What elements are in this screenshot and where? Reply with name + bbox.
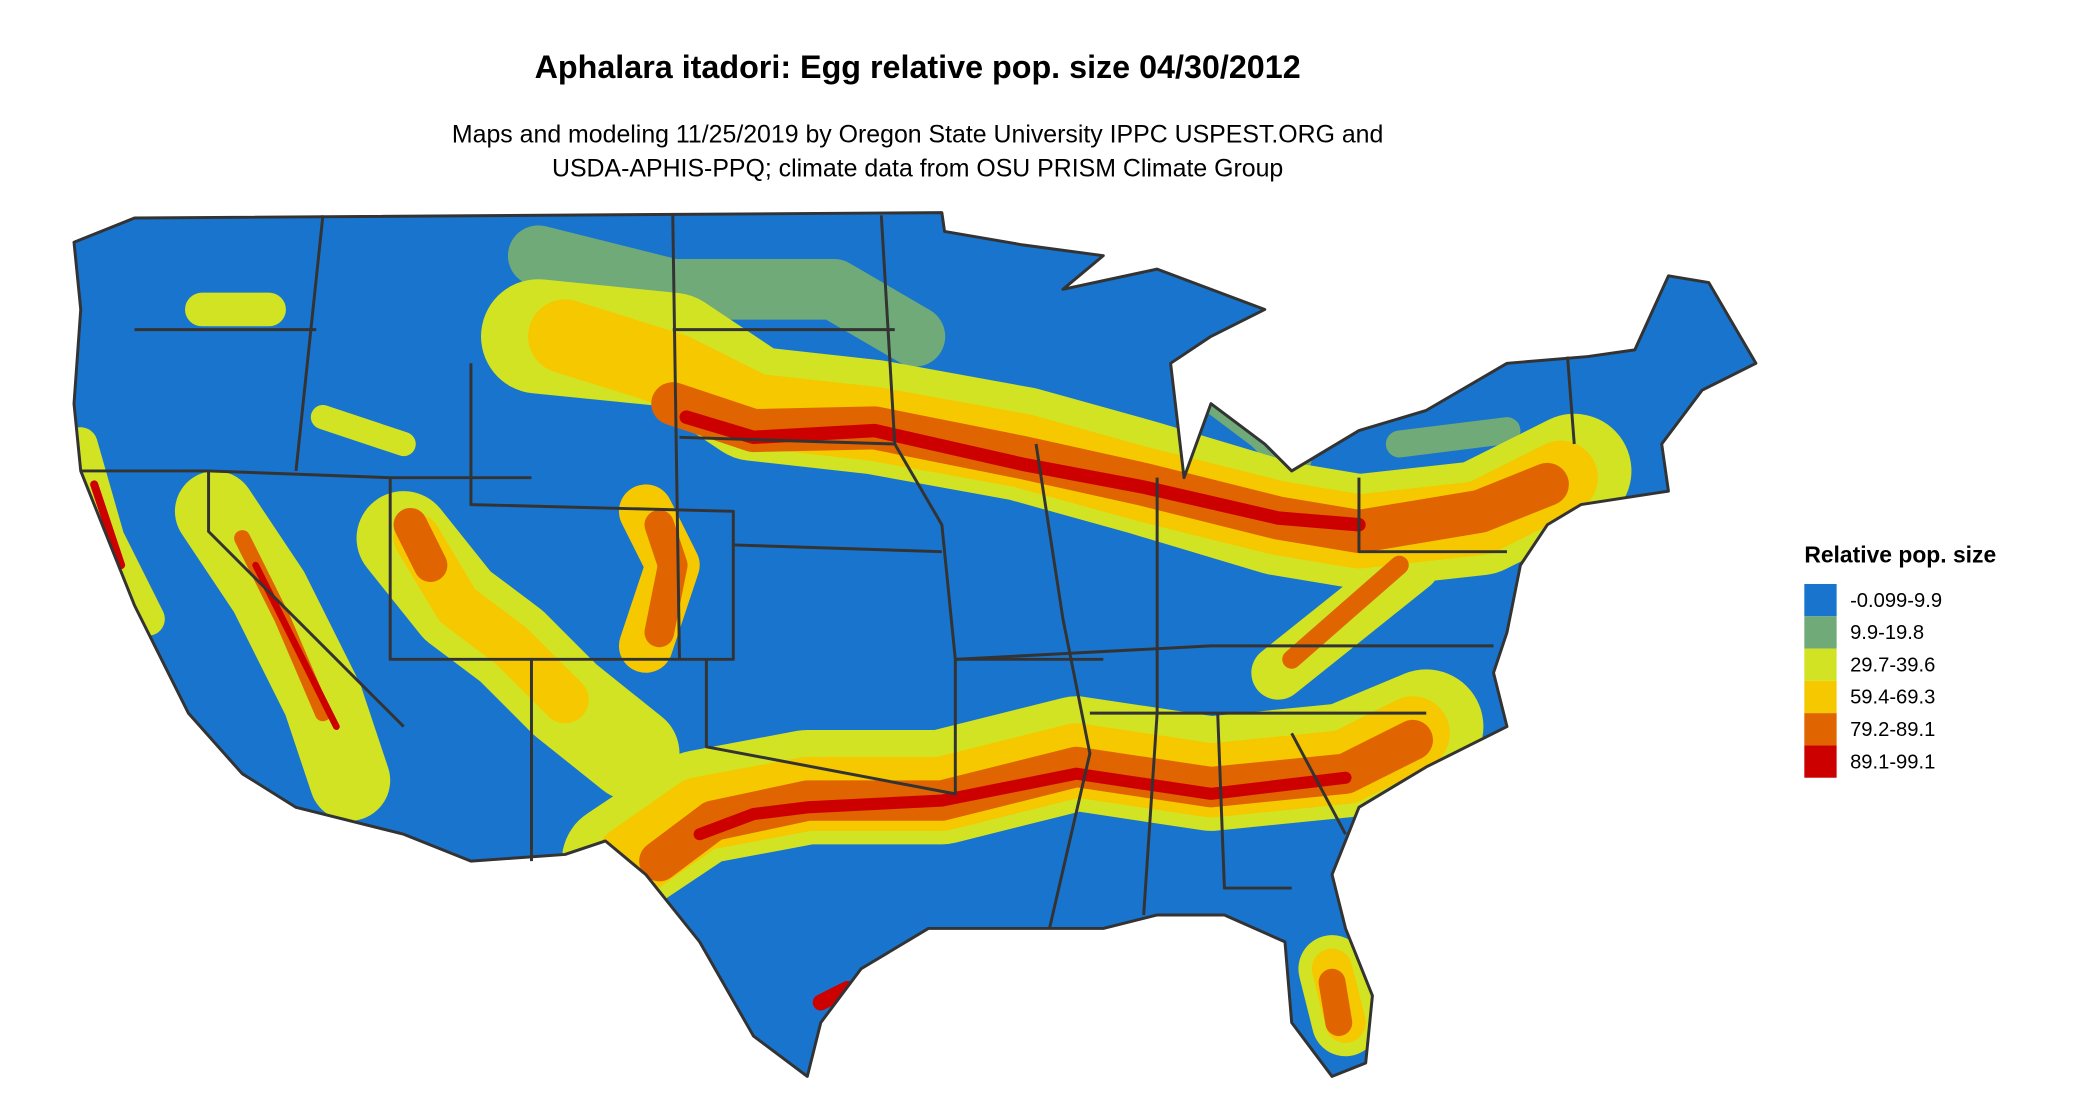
map-title: Aphalara itadori: Egg relative pop. size… xyxy=(535,49,1301,85)
legend-swatch xyxy=(1804,616,1837,649)
map-subtitle-line-1: Maps and modeling 11/25/2019 by Oregon S… xyxy=(452,121,1383,149)
legend-swatch xyxy=(1804,745,1837,778)
legend-label: 89.1-99.1 xyxy=(1850,751,1935,773)
legend-title: Relative pop. size xyxy=(1804,541,1996,567)
state-borders xyxy=(72,211,1758,1078)
us-map xyxy=(72,211,1758,1078)
legend-label: -0.099-9.9 xyxy=(1850,590,1942,612)
legend-label: 79.2-89.1 xyxy=(1850,719,1935,741)
legend-label: 29.7-39.6 xyxy=(1850,654,1935,676)
legend-label: 9.9-19.8 xyxy=(1850,622,1924,644)
legend-swatch xyxy=(1804,680,1837,714)
zone-red xyxy=(90,410,1366,1011)
legend-swatch xyxy=(1804,648,1837,681)
legend-swatch xyxy=(1804,583,1837,617)
legend: Relative pop. size -0.099-9.9 9.9-19.8 29.… xyxy=(1804,541,1996,778)
legend-label: 59.4-69.3 xyxy=(1850,687,1935,709)
legend-swatch xyxy=(1804,713,1837,746)
map-subtitle-line-2: USDA-APHIS-PPQ; climate data from OSU PR… xyxy=(552,154,1283,182)
